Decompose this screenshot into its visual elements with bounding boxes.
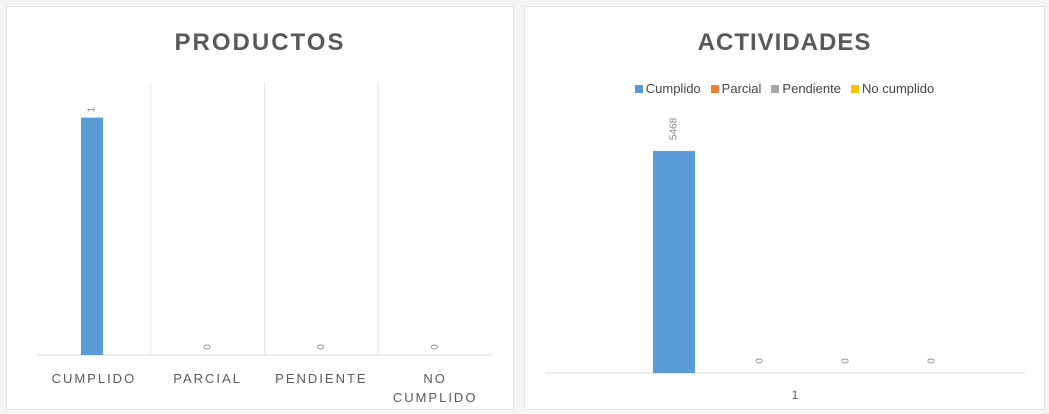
- data-label: 0: [430, 344, 441, 350]
- legend-swatch: [850, 84, 859, 93]
- data-label: 5468: [669, 117, 680, 140]
- legend-swatch: [771, 84, 780, 93]
- legend-item-cumplido: Cumplido: [634, 81, 701, 96]
- chart-title: ACTIVIDADES: [697, 29, 872, 56]
- legend: Cumplido Parcial Pendiente No cumplido: [525, 81, 1044, 96]
- x-tick-label: NO: [423, 371, 447, 386]
- legend-label: No cumplido: [861, 81, 935, 96]
- data-label: 0: [316, 344, 327, 350]
- x-tick-label: 1: [792, 388, 799, 402]
- legend-label: Pendiente: [782, 81, 841, 96]
- bar: [653, 150, 695, 373]
- legend-item-pendiente: Pendiente: [771, 81, 841, 96]
- legend-label: Parcial: [721, 81, 762, 96]
- x-tick-label: PARCIAL: [173, 371, 242, 386]
- legend-swatch: [634, 84, 643, 93]
- actividades-chart-panel: ACTIVIDADES Cumplido Parcial Pendiente N…: [524, 6, 1045, 410]
- x-tick-label: CUMPLIDO: [52, 371, 137, 386]
- productos-chart: 1 CUMPLIDO 0 PARCIAL 0 PENDIENTE 0 NO CUMPLIDO: [37, 82, 492, 405]
- chart-title: PRODUCTOS: [174, 29, 346, 56]
- x-tick-label: PENDIENTE: [275, 371, 367, 386]
- data-label: 0: [755, 358, 766, 364]
- data-label: 1: [87, 106, 98, 112]
- data-label: 0: [202, 344, 213, 350]
- actividades-chart: 5468 0 0 0 1: [545, 117, 1025, 402]
- bar: [81, 117, 103, 355]
- data-label: 0: [841, 358, 852, 364]
- legend-label: Cumplido: [645, 81, 701, 96]
- legend-item-parcial: Parcial: [710, 81, 762, 96]
- legend-item-no-cumplido: No cumplido: [850, 81, 935, 96]
- legend-swatch: [710, 84, 719, 93]
- data-label: 0: [927, 358, 938, 364]
- x-tick-label: CUMPLIDO: [393, 390, 478, 405]
- productos-chart-panel: PRODUCTOS 1 CUMPLIDO 0 PARCIAL 0 PENDIENTE 0 NO…: [6, 6, 514, 410]
